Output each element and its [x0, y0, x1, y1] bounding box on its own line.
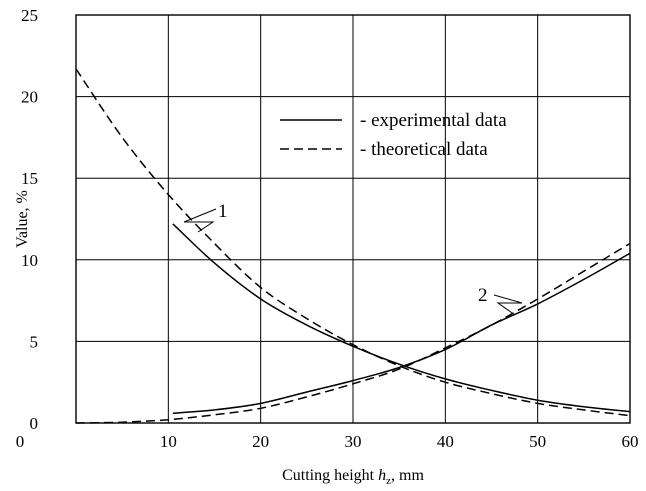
curve-label-1: 1: [218, 201, 228, 222]
plot-frame: [75, 14, 631, 424]
y-axis-title: Value, %: [14, 190, 31, 248]
x-tick-label: 40: [437, 432, 454, 451]
y-tick-label: 10: [21, 251, 38, 270]
y-tick-label: 0: [30, 414, 39, 433]
leader-curve-2: [493, 294, 523, 316]
x-axis-title-subscript: z: [386, 475, 391, 487]
x-tick-label: 10: [160, 432, 177, 451]
grid-lines: [76, 15, 630, 423]
x-tick-label: 60: [622, 432, 639, 451]
curve-label-2: 2: [478, 285, 488, 306]
series-layer: [75, 68, 631, 424]
series-curve-1-dashed: [75, 68, 631, 417]
x-tick-label: 0: [16, 432, 25, 451]
series-curve-2-solid: [172, 252, 631, 414]
legend-label-experimental: - experimental data: [360, 110, 507, 131]
y-tick-label: 25: [21, 6, 38, 25]
x-axis-title: Cutting height hz, mm: [282, 467, 424, 487]
series-curve-1-solid: [172, 223, 631, 413]
x-tick-label: 50: [529, 432, 546, 451]
x-axis-title-suffix: , mm: [391, 467, 424, 484]
x-axis-title-variable: h: [378, 467, 386, 484]
tick-labels: 0 5 10 15 20 25 10 20 30 40 50 60 0: [16, 6, 639, 451]
leader-curve-1: [183, 208, 217, 233]
series-curve-2-dashed: [75, 242, 631, 424]
y-tick-label: 15: [21, 169, 38, 188]
curve-label-leaders: [183, 208, 523, 316]
x-tick-label: 20: [252, 432, 269, 451]
legend-label-theoretical: - theoretical data: [360, 139, 488, 160]
x-tick-label: 30: [345, 432, 362, 451]
x-axis-title-prefix: Cutting height: [282, 467, 378, 484]
y-tick-label: 5: [30, 332, 39, 351]
legend: - experimental data - theoretical data: [280, 110, 507, 160]
y-tick-label: 20: [21, 88, 38, 107]
curve-labels: 1 2: [183, 201, 523, 316]
